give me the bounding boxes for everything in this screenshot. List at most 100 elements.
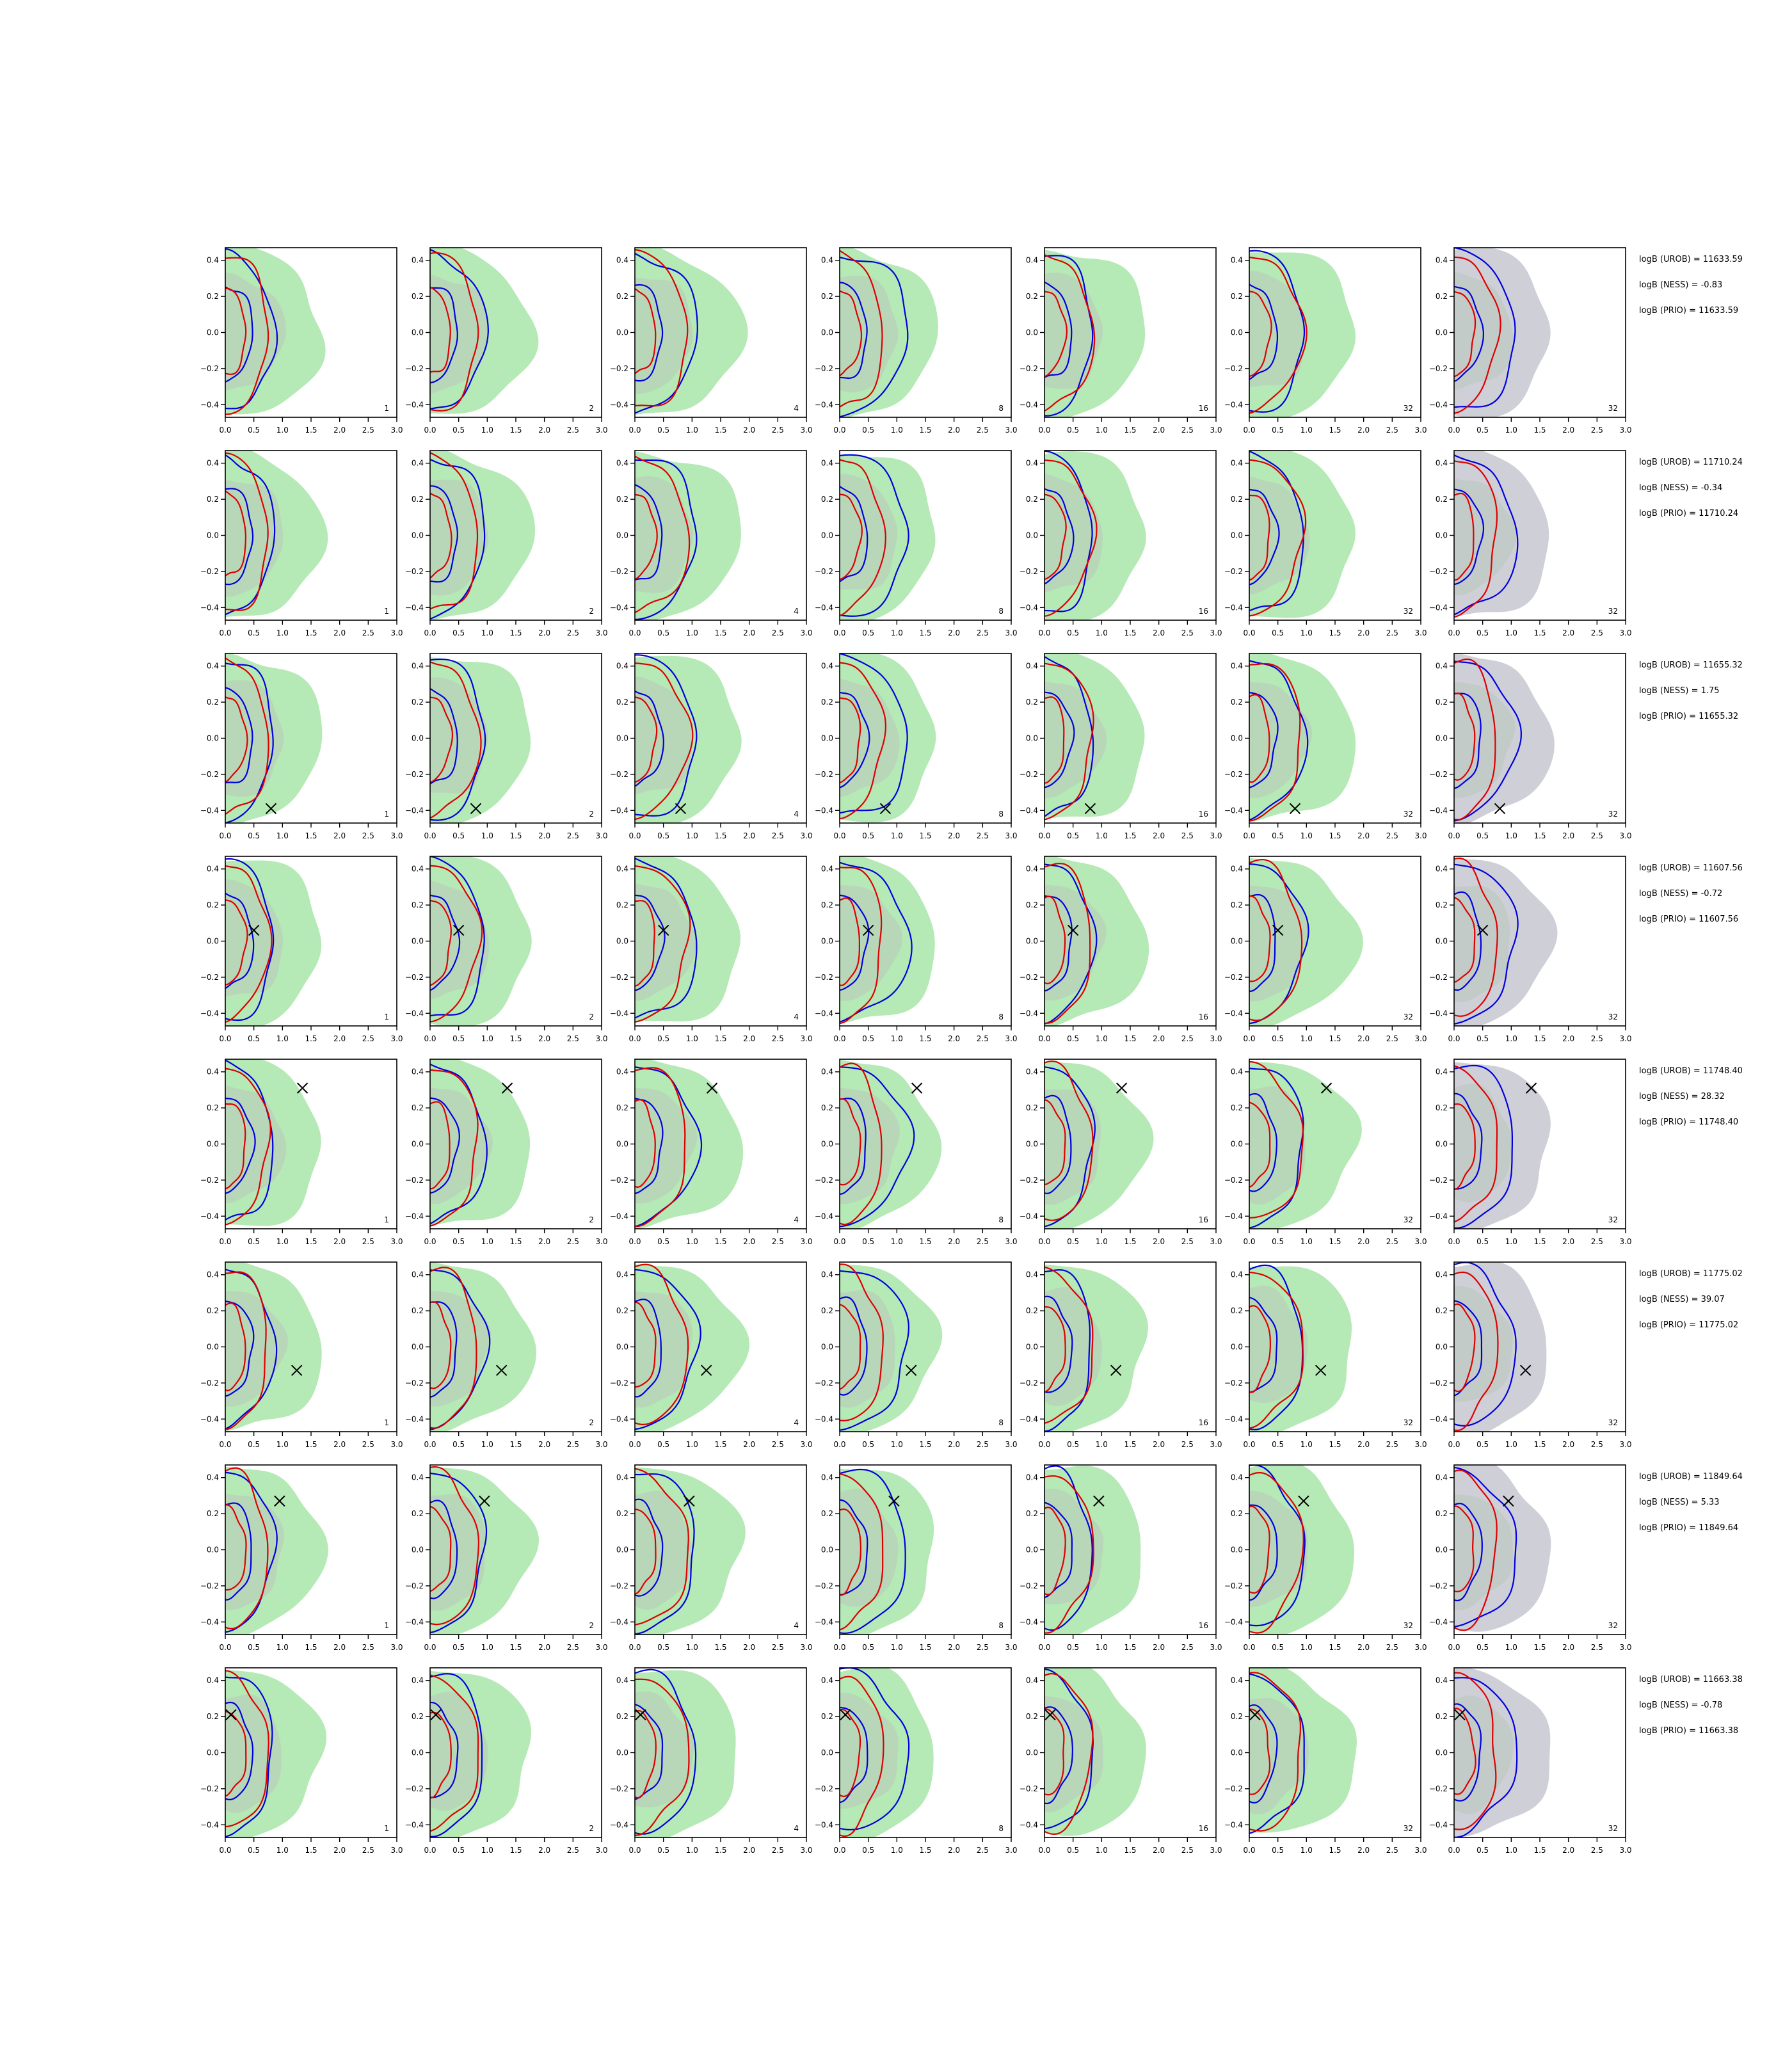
x-tick-label: 3.0: [390, 1034, 403, 1043]
blue-contour-inner: [840, 1296, 868, 1396]
x-tick-label: 0.5: [1476, 1643, 1489, 1652]
y-tick-label: −0.4: [815, 1617, 833, 1626]
red-contour-inner: [225, 1302, 246, 1391]
x-tick-label: 0.0: [219, 1846, 231, 1855]
panel-label: 16: [1199, 810, 1208, 819]
x-tick-label: 3.0: [1414, 1846, 1427, 1855]
panel: 0.0 0.5 1.0 1.5 2.0 2.5 3.0 0.4 0.2 0.0 −0.2 −0.4 16: [1020, 450, 1222, 637]
y-tick-label: 0.0: [1026, 1343, 1038, 1352]
x-tick-label: 1.5: [714, 1846, 726, 1855]
red-contour-outer: [1454, 1271, 1499, 1432]
x-tick-label: 0.5: [248, 1440, 260, 1449]
blue-contour-outer: [635, 459, 698, 620]
panel-label: 1: [384, 607, 389, 616]
y-tick-label: −0.4: [1224, 806, 1243, 815]
y-tick-label: −0.4: [1020, 1009, 1038, 1018]
blue-contour-inner: [430, 894, 461, 991]
x-tick-label: 2.5: [362, 1643, 374, 1652]
y-tick-label: −0.4: [405, 603, 424, 612]
blue-contour-outer: [1044, 1465, 1093, 1631]
red-contour-inner: [635, 1508, 657, 1595]
true-value-marker: [479, 1495, 490, 1507]
x-tick-label: 2.0: [1357, 1440, 1370, 1449]
y-tick-label: 0.2: [1026, 1103, 1038, 1112]
y-tick-label: 0.2: [207, 1712, 219, 1721]
x-tick-label: 1.5: [509, 1237, 522, 1246]
red-contour-outer: [840, 250, 883, 408]
blue-contour-inner: [840, 1499, 868, 1596]
y-tick-label: −0.4: [1224, 1414, 1243, 1423]
x-tick-label: 3.0: [1210, 1643, 1222, 1652]
x-tick-label: 2.0: [1357, 831, 1370, 840]
x-tick-label: 1.0: [1096, 1034, 1108, 1043]
x-tick-label: 0.0: [1448, 1643, 1460, 1652]
y-tick-label: 0.4: [207, 256, 219, 265]
y-tick-label: −0.2: [200, 364, 219, 373]
panel: 0.0 0.5 1.0 1.5 2.0 2.5 3.0 0.4 0.2 0.0 −0.2 −0.4 1: [200, 1667, 403, 1855]
x-tick-label: 0.0: [219, 1237, 231, 1246]
red-contour-outer: [635, 456, 691, 614]
blue-contour-inner: [1249, 893, 1276, 992]
panel-label: 16: [1199, 1824, 1208, 1833]
x-tick-label: 1.5: [714, 1643, 726, 1652]
x-tick-label: 3.0: [1005, 831, 1017, 840]
y-tick-label: −0.4: [200, 1820, 219, 1829]
y-tick-label: 0.0: [821, 531, 833, 540]
red-contour-outer: [1454, 1065, 1498, 1223]
y-tick-label: 0.4: [1026, 865, 1038, 874]
plot-area: [1249, 1060, 1362, 1229]
x-tick-label: 0.5: [248, 1846, 260, 1855]
y-tick-label: −0.2: [405, 1176, 424, 1185]
x-tick-label: 2.0: [538, 1643, 550, 1652]
x-tick-label: 1.0: [1096, 426, 1108, 435]
red-contour-outer: [635, 662, 694, 820]
x-tick-label: 1.5: [919, 1440, 931, 1449]
x-tick-label: 0.5: [1272, 1237, 1284, 1246]
panel: 0.0 0.5 1.0 1.5 2.0 2.5 3.0 0.4 0.2 0.0 −0.2 −0.4 16: [1020, 1667, 1222, 1855]
x-tick-label: 1.0: [1300, 1440, 1313, 1449]
red-contour-inner: [1044, 1507, 1066, 1596]
x-tick-label: 2.0: [1153, 1846, 1165, 1855]
y-tick-label: 0.4: [1436, 1270, 1448, 1279]
x-tick-label: 0.5: [1067, 1034, 1079, 1043]
x-tick-label: 0.0: [1038, 426, 1050, 435]
y-tick-label: −0.4: [610, 603, 628, 612]
x-tick-label: 1.5: [305, 426, 317, 435]
blue-contour-outer: [430, 658, 486, 821]
panel-row: 0.0 0.5 1.0 1.5 2.0 2.5 3.00.40.20.0−0.2−0.4 10…: [200, 247, 1743, 435]
red-contour-inner: [1249, 1305, 1271, 1393]
red-contour-inner: [840, 1708, 861, 1797]
plot-area: [1454, 1668, 1551, 1837]
red-contour-inner: [1044, 1708, 1065, 1796]
x-tick-label: 0.5: [1067, 1440, 1079, 1449]
y-tick-label: −0.2: [1020, 567, 1038, 576]
blue-contour-inner: [840, 894, 870, 991]
panel-label: 4: [794, 1215, 799, 1224]
x-tick-label: 1.5: [1329, 1643, 1341, 1652]
y-tick-label: −0.2: [610, 364, 628, 373]
red-contour-inner: [1249, 1505, 1270, 1594]
x-tick-label: 0.0: [833, 1440, 845, 1449]
x-tick-label: 0.5: [1272, 426, 1284, 435]
x-tick-label: 2.5: [772, 426, 784, 435]
x-tick-label: 0.5: [1272, 1034, 1284, 1043]
x-tick-label: 3.0: [1005, 1034, 1017, 1043]
y-tick-label: 0.0: [412, 1343, 424, 1352]
x-tick-label: 2.5: [362, 628, 374, 637]
x-tick-label: 3.0: [595, 1237, 607, 1246]
y-tick-label: −0.4: [1429, 806, 1448, 815]
logb-annotation: logB (UROB) = 11655.32: [1639, 660, 1743, 670]
x-tick-label: 2.5: [1181, 1440, 1194, 1449]
true-value-marker: [675, 803, 687, 815]
blue-contour-inner: [1249, 1093, 1278, 1192]
x-tick-label: 0.0: [1243, 1846, 1255, 1855]
blue-contour-outer: [635, 1473, 695, 1635]
plot-area: [1249, 1465, 1355, 1635]
x-tick-label: 1.0: [686, 831, 698, 840]
logb-annotation: logB (PRIO) = 11663.38: [1639, 1726, 1738, 1736]
y-tick-label: −0.2: [200, 770, 219, 779]
red-contour-outer: [1454, 256, 1501, 414]
plot-area: [430, 1059, 531, 1227]
x-tick-label: 2.0: [948, 1643, 960, 1652]
blue-contour-inner: [225, 1502, 252, 1601]
